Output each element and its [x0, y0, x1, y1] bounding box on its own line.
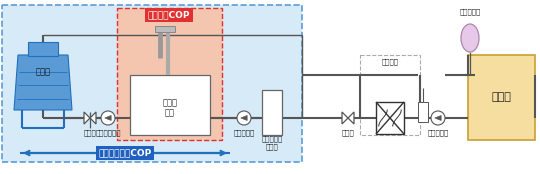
Polygon shape	[241, 116, 247, 120]
Text: 熱交換器: 熱交換器	[381, 59, 399, 65]
Bar	[360, 55, 420, 135]
Bar	[262, 90, 282, 135]
Polygon shape	[84, 112, 90, 124]
Text: 冷却塔: 冷却塔	[36, 68, 51, 77]
Circle shape	[431, 111, 445, 125]
Text: 熱源機器COP: 熱源機器COP	[148, 10, 190, 19]
Polygon shape	[342, 112, 348, 124]
Polygon shape	[105, 116, 111, 120]
Circle shape	[237, 111, 251, 125]
Text: クッション
タンク: クッション タンク	[261, 136, 282, 150]
Polygon shape	[435, 116, 441, 120]
Text: 冷却水ポンプ: 冷却水ポンプ	[95, 130, 121, 136]
Text: 膨張タンク: 膨張タンク	[460, 9, 481, 15]
Bar	[418, 102, 428, 122]
Bar	[130, 75, 210, 135]
Bar	[468, 55, 535, 140]
Text: 三方弁: 三方弁	[84, 130, 96, 136]
Bar	[155, 26, 175, 32]
Bar	[28, 42, 58, 56]
Bar	[2, 5, 302, 162]
Text: 熱源システムCOP: 熱源システムCOP	[98, 148, 152, 157]
Bar	[117, 8, 222, 140]
Polygon shape	[14, 55, 72, 110]
Text: チラー
本体: チラー 本体	[163, 98, 178, 118]
Ellipse shape	[461, 24, 479, 52]
Polygon shape	[348, 112, 354, 124]
Text: 循環ポンプ: 循環ポンプ	[427, 130, 449, 136]
Text: 三方弁: 三方弁	[342, 130, 354, 136]
Polygon shape	[90, 112, 96, 124]
Text: 負　荷: 負 荷	[491, 92, 511, 102]
Circle shape	[101, 111, 115, 125]
Bar	[376, 102, 404, 134]
Text: 冷水ポンプ: 冷水ポンプ	[233, 130, 255, 136]
